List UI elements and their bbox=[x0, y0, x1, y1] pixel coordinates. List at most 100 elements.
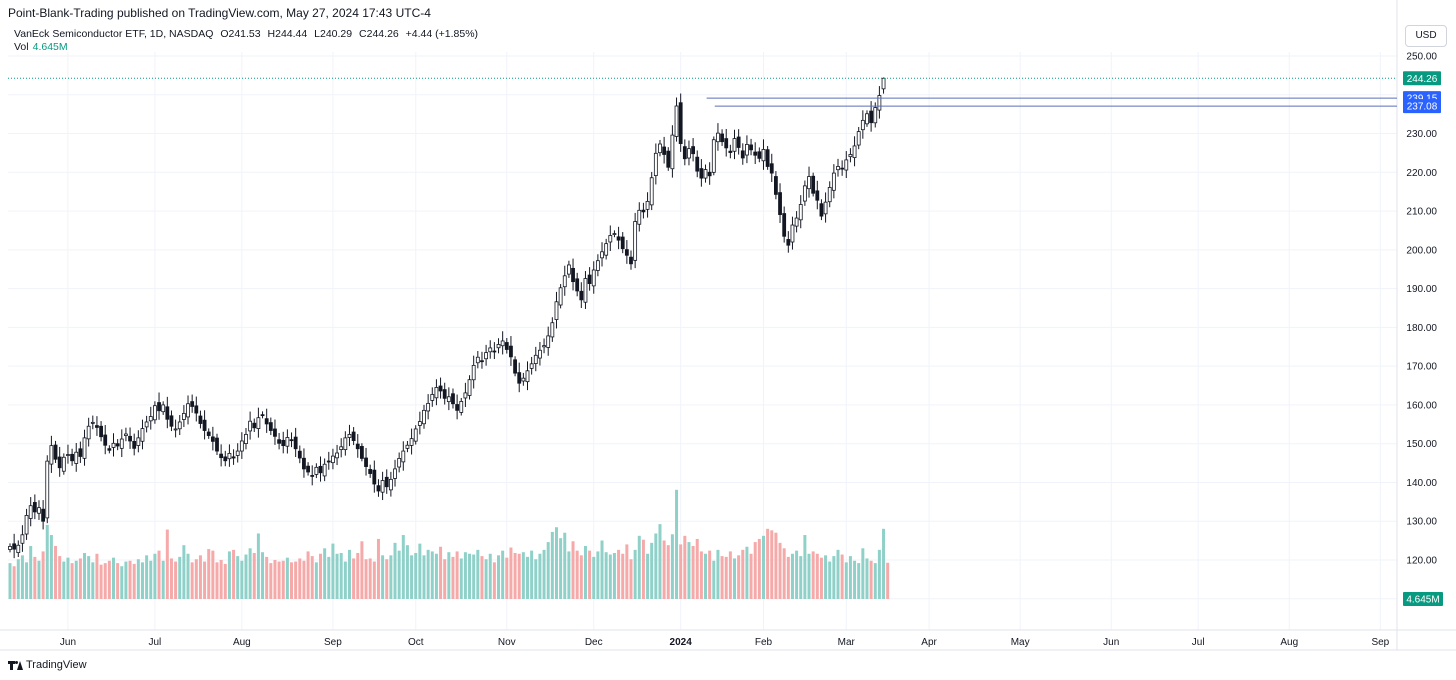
candle-down bbox=[620, 236, 625, 250]
volume-bar bbox=[542, 549, 546, 599]
candle-down bbox=[774, 176, 778, 195]
candle-down bbox=[306, 465, 310, 473]
candle-down bbox=[268, 422, 273, 431]
candle-up bbox=[558, 287, 563, 306]
candle-up bbox=[401, 450, 406, 463]
volume-bar bbox=[298, 558, 302, 599]
volume-bar bbox=[807, 553, 811, 599]
x-tick-label: Nov bbox=[498, 637, 516, 648]
y-tick-label: 200.00 bbox=[1406, 245, 1437, 256]
candle-up bbox=[422, 409, 426, 425]
candle-up bbox=[140, 428, 145, 442]
volume-bar bbox=[708, 550, 712, 599]
volume-bar bbox=[712, 560, 716, 599]
volume-bar bbox=[66, 557, 70, 599]
volume-bar bbox=[641, 539, 645, 599]
candle-up bbox=[550, 322, 555, 338]
candle-down bbox=[724, 138, 729, 149]
volume-bar bbox=[389, 555, 393, 599]
candle-up bbox=[434, 387, 439, 399]
volume-bar bbox=[393, 542, 397, 599]
candle-up bbox=[658, 143, 662, 154]
volume-bar bbox=[882, 528, 886, 599]
volume-bar bbox=[223, 563, 227, 599]
volume-bar bbox=[476, 549, 480, 599]
candle-up bbox=[413, 428, 418, 442]
volume-bar bbox=[497, 555, 501, 599]
legend-title[interactable]: VanEck Semiconductor ETF, 1D, NASDAQ bbox=[14, 28, 214, 40]
volume-bar bbox=[339, 552, 343, 599]
volume-bar bbox=[244, 554, 248, 599]
volume-bar bbox=[716, 549, 720, 599]
candle-up bbox=[339, 446, 344, 450]
volume-bar bbox=[828, 561, 832, 599]
candle-down bbox=[438, 385, 443, 392]
volume-bar bbox=[886, 562, 890, 599]
volume-bar bbox=[29, 545, 33, 599]
volume-bar bbox=[422, 555, 426, 599]
volume-bar bbox=[323, 548, 327, 599]
y-tick-label: 130.00 bbox=[1406, 517, 1437, 528]
volume-bar bbox=[207, 549, 211, 599]
candle-down bbox=[99, 425, 103, 438]
x-tick-label: Mar bbox=[838, 637, 856, 648]
candle-down bbox=[273, 428, 277, 437]
candle-up bbox=[612, 233, 617, 235]
candle-down bbox=[281, 439, 286, 447]
candle-down bbox=[451, 393, 455, 405]
candle-down bbox=[579, 290, 584, 301]
candle-down bbox=[364, 457, 368, 467]
candle-down bbox=[629, 256, 633, 265]
x-tick-label: Aug bbox=[233, 637, 251, 648]
candle-up bbox=[388, 478, 393, 491]
candle-down bbox=[749, 144, 753, 151]
x-tick-label: Jul bbox=[149, 637, 162, 648]
volume-bar bbox=[186, 553, 190, 599]
candle-up bbox=[66, 454, 70, 456]
volume-bar bbox=[757, 538, 761, 599]
volume-bar bbox=[824, 555, 828, 599]
candle-down bbox=[202, 419, 207, 431]
volume-bar bbox=[198, 555, 202, 599]
volume-bar bbox=[182, 545, 186, 599]
candle-down bbox=[666, 150, 671, 168]
candle-down bbox=[662, 146, 667, 155]
volume-bar bbox=[778, 542, 782, 599]
volume-bar bbox=[799, 556, 803, 599]
candle-down bbox=[368, 469, 373, 474]
volume-bar bbox=[509, 547, 513, 599]
volume-bar bbox=[571, 541, 575, 599]
volume-bar bbox=[513, 552, 517, 599]
candle-up bbox=[562, 275, 567, 288]
volume-bar bbox=[873, 563, 877, 599]
volume-bar bbox=[41, 551, 45, 599]
y-tick-label: 210.00 bbox=[1406, 207, 1437, 218]
volume-bar bbox=[343, 561, 347, 599]
candle-up bbox=[687, 148, 691, 159]
volume-bar bbox=[608, 554, 612, 599]
volume-bar bbox=[265, 556, 269, 599]
candle-up bbox=[802, 185, 807, 202]
volume-bar bbox=[600, 540, 604, 599]
candle-down bbox=[157, 402, 161, 412]
candle-up bbox=[670, 134, 675, 170]
volume-bar bbox=[782, 548, 786, 599]
volume-bar bbox=[848, 556, 852, 599]
volume-bar bbox=[604, 552, 608, 599]
volume-bar bbox=[70, 563, 74, 599]
candle-down bbox=[169, 415, 174, 427]
candle-down bbox=[455, 404, 460, 411]
volume-bar bbox=[347, 549, 351, 599]
resistance-label: 237.08 bbox=[1407, 102, 1438, 113]
volume-bar bbox=[521, 552, 525, 599]
candle-down bbox=[32, 502, 37, 513]
candle-down bbox=[513, 359, 517, 374]
y-tick-label: 230.00 bbox=[1406, 129, 1437, 140]
vol-label[interactable]: Vol bbox=[14, 41, 29, 53]
candle-up bbox=[653, 152, 658, 177]
volume-bar bbox=[314, 562, 318, 599]
y-axis-labels: 110.00120.00130.00140.00150.00160.00170.… bbox=[1406, 52, 1437, 606]
currency-button[interactable]: USD bbox=[1405, 25, 1447, 47]
tradingview-brand[interactable]: TradingView bbox=[8, 659, 87, 671]
